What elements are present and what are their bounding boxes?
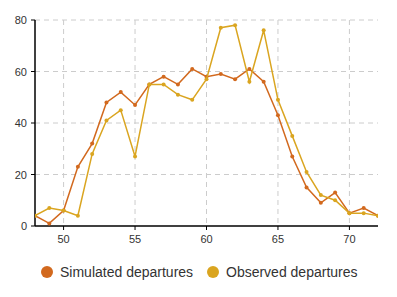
point: [190, 67, 194, 71]
grid-line: [63, 20, 64, 226]
tick-label: 55: [129, 233, 141, 245]
point: [262, 80, 266, 84]
point: [119, 108, 123, 112]
point: [305, 170, 309, 174]
legend-marker: [41, 266, 53, 278]
point: [76, 214, 80, 218]
point: [219, 72, 223, 76]
point: [190, 98, 194, 102]
point: [162, 75, 166, 79]
point: [176, 93, 180, 97]
point: [76, 165, 80, 169]
point: [233, 77, 237, 81]
point: [62, 209, 66, 213]
tick-label: 20: [15, 169, 27, 181]
point: [347, 211, 351, 215]
point: [305, 185, 309, 189]
point: [90, 152, 94, 156]
point: [247, 67, 251, 71]
point: [35, 214, 37, 218]
grid-line: [135, 20, 136, 226]
point: [362, 211, 366, 215]
point: [276, 98, 280, 102]
grid-line: [277, 20, 278, 226]
point: [90, 142, 94, 146]
point: [333, 191, 337, 195]
chart: 0 20 40 60 80 50 55 60 65 70 Simulated departures O…: [0, 0, 397, 297]
series-line: [35, 25, 378, 216]
legend-marker: [207, 266, 219, 278]
point: [319, 201, 323, 205]
point: [347, 211, 351, 215]
point: [290, 134, 294, 138]
x-axis: [35, 225, 378, 227]
point: [276, 113, 280, 117]
point: [133, 103, 137, 107]
point: [147, 82, 151, 86]
y-axis: [34, 20, 36, 226]
tick-label: 50: [57, 233, 69, 245]
point: [319, 193, 323, 197]
point: [262, 28, 266, 32]
grid-line: [349, 20, 350, 226]
tick-label: 70: [343, 233, 355, 245]
point: [333, 198, 337, 202]
point: [147, 82, 151, 86]
grid-line: [206, 20, 207, 226]
point: [290, 154, 294, 158]
tick-label: 0: [21, 220, 27, 232]
point: [219, 26, 223, 30]
point: [133, 154, 137, 158]
legend-label: Simulated departures: [60, 264, 193, 280]
point: [62, 209, 66, 213]
point: [362, 206, 366, 210]
point: [376, 214, 378, 218]
point: [104, 100, 108, 104]
point: [47, 206, 51, 210]
tick-label: 60: [200, 233, 212, 245]
grid-line: [35, 71, 378, 72]
series-line: [35, 69, 378, 224]
point: [162, 82, 166, 86]
legend-label: Observed departures: [226, 264, 358, 280]
tick-label: 65: [272, 233, 284, 245]
plot-area: [35, 23, 378, 225]
tick-label: 60: [15, 66, 27, 78]
point: [176, 82, 180, 86]
point: [233, 23, 237, 27]
point: [205, 77, 209, 81]
point: [376, 214, 378, 218]
point: [47, 221, 51, 225]
point: [247, 80, 251, 84]
tick-label: 80: [15, 14, 27, 26]
tick-label: 40: [15, 117, 27, 129]
point: [104, 118, 108, 122]
point: [119, 90, 123, 94]
